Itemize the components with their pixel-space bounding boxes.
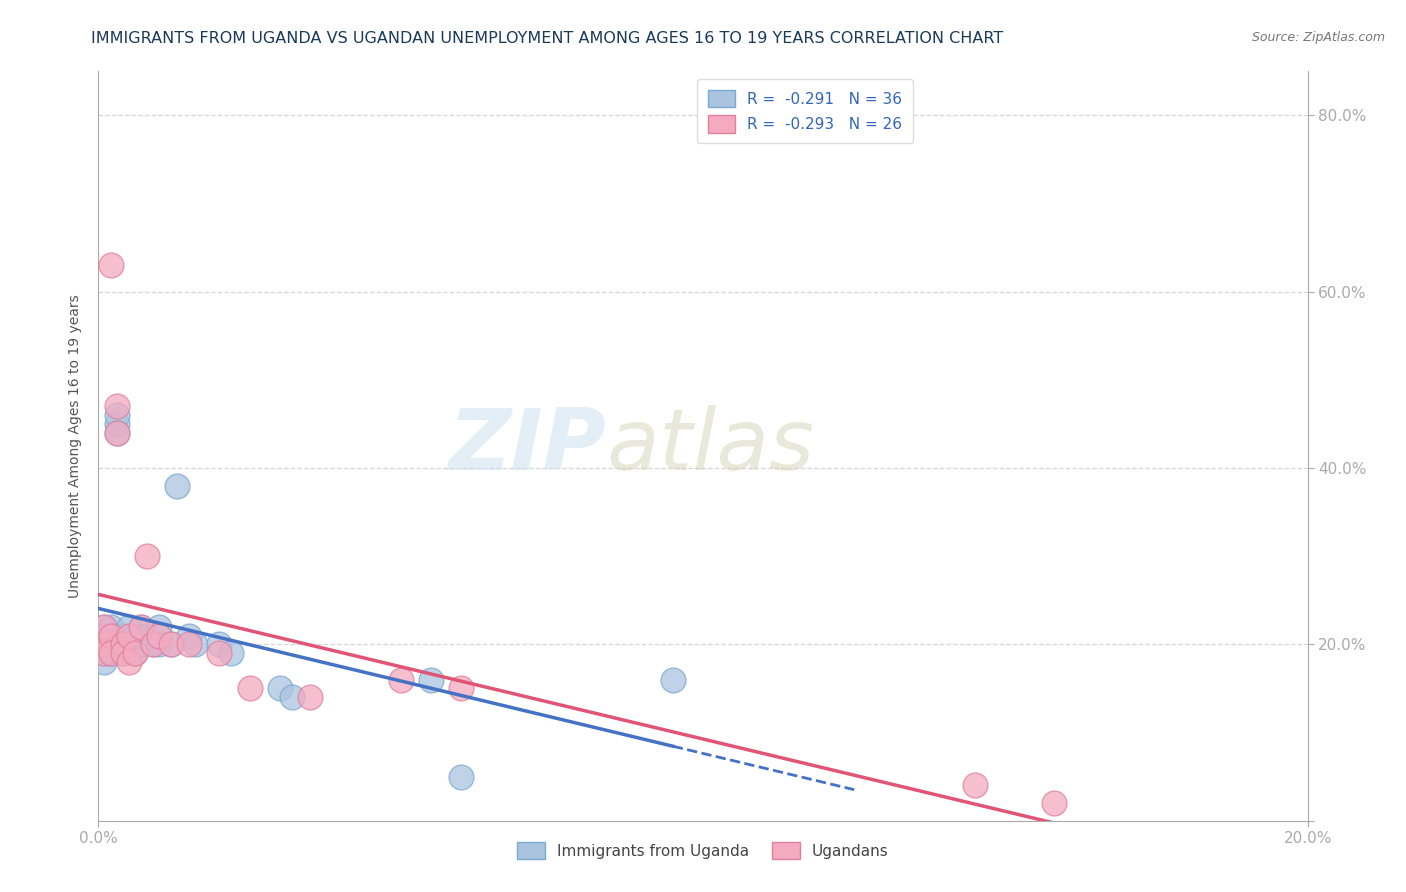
Point	[100, 646, 122, 660]
Point	[142, 637, 165, 651]
Point	[299, 690, 322, 705]
Point	[111, 646, 134, 660]
Point	[129, 620, 152, 634]
Point	[100, 258, 122, 272]
Point	[129, 637, 152, 651]
Point	[93, 655, 115, 669]
Point	[269, 681, 291, 696]
Point	[208, 637, 231, 651]
Point	[450, 770, 472, 784]
Point	[184, 637, 207, 651]
Text: atlas: atlas	[606, 404, 814, 488]
Point	[450, 681, 472, 696]
Point	[160, 637, 183, 651]
Point	[118, 628, 141, 642]
Point	[118, 637, 141, 651]
Point	[93, 628, 115, 642]
Point	[221, 646, 243, 660]
Point	[111, 646, 134, 660]
Point	[135, 628, 157, 642]
Point	[100, 628, 122, 642]
Point	[661, 673, 683, 687]
Point	[100, 646, 122, 660]
Point	[105, 417, 128, 431]
Point	[179, 637, 201, 651]
Point	[148, 628, 170, 642]
Point	[93, 646, 115, 660]
Point	[965, 778, 987, 792]
Point	[111, 628, 134, 642]
Point	[389, 673, 412, 687]
Point	[148, 637, 170, 651]
Point	[100, 628, 122, 642]
Point	[420, 673, 443, 687]
Point	[179, 628, 201, 642]
Point	[142, 637, 165, 651]
Y-axis label: Unemployment Among Ages 16 to 19 years: Unemployment Among Ages 16 to 19 years	[69, 294, 83, 598]
Point	[100, 637, 122, 651]
Point	[239, 681, 262, 696]
Point	[118, 620, 141, 634]
Point	[93, 637, 115, 651]
Point	[124, 628, 146, 642]
Point	[208, 646, 231, 660]
Point	[124, 646, 146, 660]
Point	[105, 400, 128, 414]
Point	[148, 620, 170, 634]
Point	[93, 646, 115, 660]
Point	[281, 690, 304, 705]
Point	[1042, 796, 1064, 810]
Point	[93, 620, 115, 634]
Point	[105, 408, 128, 422]
Point	[93, 637, 115, 651]
Point	[135, 549, 157, 564]
Point	[166, 478, 188, 492]
Point	[129, 620, 152, 634]
Point	[124, 646, 146, 660]
Point	[100, 620, 122, 634]
Legend: Immigrants from Uganda, Ugandans: Immigrants from Uganda, Ugandans	[512, 836, 894, 865]
Point	[105, 425, 128, 440]
Point	[93, 620, 115, 634]
Text: Source: ZipAtlas.com: Source: ZipAtlas.com	[1251, 31, 1385, 45]
Text: ZIP: ZIP	[449, 404, 606, 488]
Point	[111, 637, 134, 651]
Point	[160, 637, 183, 651]
Point	[111, 637, 134, 651]
Point	[105, 425, 128, 440]
Text: IMMIGRANTS FROM UGANDA VS UGANDAN UNEMPLOYMENT AMONG AGES 16 TO 19 YEARS CORRELA: IMMIGRANTS FROM UGANDA VS UGANDAN UNEMPL…	[91, 31, 1004, 46]
Point	[118, 655, 141, 669]
